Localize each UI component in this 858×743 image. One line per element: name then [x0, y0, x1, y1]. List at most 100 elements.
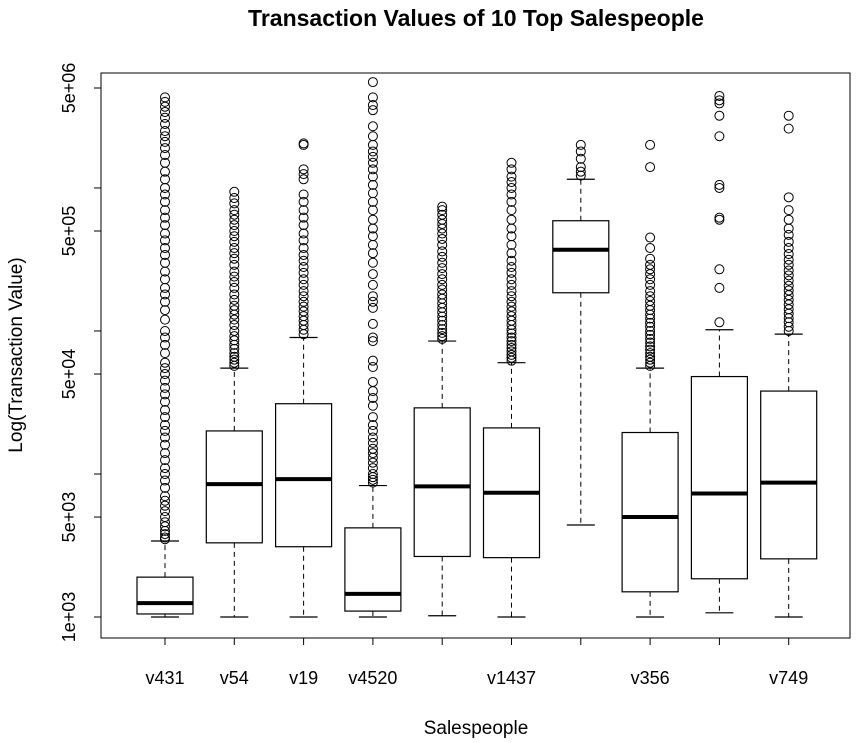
iqr-box — [413, 407, 471, 558]
iqr-box — [136, 576, 194, 615]
y-tick-label: 5e+03 — [59, 492, 79, 543]
outlier-point — [437, 239, 448, 250]
outlier-point — [160, 405, 170, 416]
outlier-point — [160, 357, 170, 368]
outlier-point — [437, 289, 448, 300]
x-tick-label: v749 — [769, 668, 808, 688]
outlier-point — [645, 351, 656, 362]
outlier-point — [645, 259, 656, 270]
box-v19 — [275, 138, 333, 618]
outlier-point — [506, 301, 517, 312]
outlier-point — [506, 336, 517, 347]
outlier-point — [506, 291, 517, 302]
outlier-point — [367, 100, 378, 111]
outlier-point — [298, 291, 309, 302]
outlier-point — [298, 255, 309, 266]
outlier-point — [160, 412, 170, 423]
outlier-point — [160, 348, 170, 359]
outlier-point — [229, 236, 240, 247]
outlier-point — [229, 266, 240, 277]
outlier-point — [160, 517, 170, 528]
outlier-point — [783, 110, 794, 121]
outlier-point — [160, 382, 170, 393]
outlier-point — [714, 131, 725, 142]
outlier-point — [367, 171, 378, 182]
outlier-point — [160, 220, 170, 231]
outlier-point — [645, 321, 656, 332]
outlier-point — [367, 361, 378, 372]
outlier-point — [229, 243, 240, 254]
x-tick-label: v1437 — [487, 668, 536, 688]
x-tick-label: v431 — [145, 668, 184, 688]
outlier-point — [160, 314, 170, 325]
outlier-point — [160, 150, 170, 161]
outlier-point — [645, 286, 656, 297]
outlier-point — [160, 495, 170, 506]
chart-title: Transaction Values of 10 Top Salespeople — [248, 5, 704, 31]
outlier-point — [506, 296, 517, 307]
outlier-point — [367, 257, 378, 268]
outlier-point — [160, 482, 170, 493]
box-unlabeled-5 — [413, 201, 471, 617]
outlier-point — [229, 198, 240, 209]
outlier-point — [160, 235, 170, 246]
outlier-point — [367, 437, 378, 448]
outlier-point — [229, 325, 240, 336]
outlier-point — [229, 205, 240, 216]
outlier-point — [367, 179, 378, 190]
outlier-point — [506, 189, 517, 200]
outlier-point — [367, 336, 378, 347]
outlier-point — [714, 212, 725, 223]
outlier-point — [229, 277, 240, 288]
outlier-point — [367, 164, 378, 175]
outlier-point — [160, 420, 170, 431]
outlier-point — [437, 257, 448, 268]
outlier-point — [160, 363, 170, 374]
outlier-point — [714, 95, 725, 106]
outlier-point — [437, 333, 448, 344]
outlier-point — [575, 166, 586, 177]
outlier-point — [437, 233, 448, 244]
outlier-point — [783, 192, 794, 203]
outlier-point — [229, 271, 240, 282]
outlier-point — [298, 243, 309, 254]
outlier-point — [160, 205, 170, 216]
outlier-point — [298, 164, 309, 175]
outlier-point — [229, 220, 240, 231]
outlier-point — [437, 324, 448, 335]
outlier-point — [160, 305, 170, 316]
y-axis: 1e+03 5e+03 5e+04 5e+05 5e+06 — [59, 63, 102, 643]
outlier-point — [367, 205, 378, 216]
outlier-point — [298, 235, 309, 246]
x-tick-label: v54 — [220, 668, 249, 688]
outlier-point — [437, 327, 448, 338]
outlier-point — [160, 228, 170, 239]
outlier-point — [160, 506, 170, 517]
outlier-point — [160, 136, 170, 147]
outlier-point — [506, 306, 517, 317]
outlier-point — [229, 259, 240, 270]
outlier-point — [506, 164, 517, 175]
boxes-layer — [136, 77, 818, 618]
outlier-point — [229, 248, 240, 259]
outlier-point — [645, 354, 656, 365]
outlier-point — [229, 305, 240, 316]
outlier-point — [783, 229, 794, 240]
outlier-point — [645, 325, 656, 336]
outlier-point — [160, 274, 170, 285]
outlier-point — [160, 157, 170, 168]
outlier-point — [298, 189, 309, 200]
outlier-point — [367, 302, 378, 313]
outlier-point — [645, 333, 656, 344]
outlier-point — [367, 332, 378, 343]
outlier-point — [783, 243, 794, 254]
outlier-point — [160, 512, 170, 523]
outlier-point — [160, 389, 170, 400]
box-v54 — [205, 186, 263, 618]
y-tick-label: 1e+03 — [59, 592, 79, 643]
outlier-point — [575, 153, 586, 164]
outlier-point — [645, 243, 656, 254]
outlier-point — [298, 286, 309, 297]
outlier-point — [298, 212, 309, 223]
outlier-point — [783, 280, 794, 291]
